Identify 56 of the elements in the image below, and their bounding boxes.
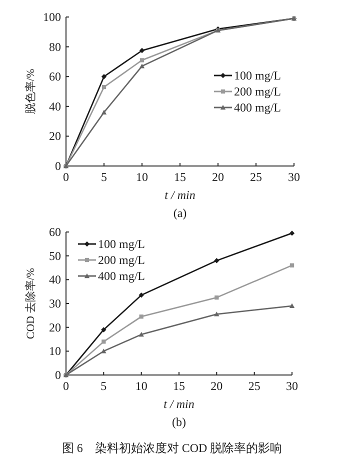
x-tick-label: 30 xyxy=(288,170,300,184)
legend-label: 400 mg/L xyxy=(234,100,281,114)
y-tick-label: 80 xyxy=(49,40,61,54)
caption: 图 6 染料初始浓度对 COD 脱除率的影响 xyxy=(62,441,282,455)
x-tick-label: 10 xyxy=(135,379,148,393)
point xyxy=(139,48,145,54)
y-tick-label: 20 xyxy=(49,320,61,334)
point xyxy=(214,258,220,264)
x-tick-label: 30 xyxy=(286,379,298,393)
x-tick-label: 5 xyxy=(100,379,107,393)
point xyxy=(102,340,106,344)
point xyxy=(139,64,145,68)
point xyxy=(289,303,295,308)
point xyxy=(290,263,294,268)
point xyxy=(289,230,295,236)
point xyxy=(101,110,107,114)
point xyxy=(101,327,106,332)
x-tick-label: 10 xyxy=(136,170,148,184)
y-tick-label: 100 xyxy=(43,10,61,24)
point xyxy=(101,74,107,80)
point xyxy=(102,84,106,90)
y-tick-label: 0 xyxy=(55,159,61,173)
legend-label: 400 mg/L xyxy=(98,269,145,283)
x-tick-label: 5 xyxy=(101,170,107,184)
point xyxy=(214,295,219,300)
x-tick-label: 15 xyxy=(173,379,185,393)
legend-label: 100 mg/L xyxy=(234,68,281,82)
x-tick-label: 25 xyxy=(250,170,262,184)
y-tick-label: 10 xyxy=(49,344,61,358)
point xyxy=(139,314,144,319)
y-tick-label: 60 xyxy=(49,225,61,239)
x-tick-label: 20 xyxy=(212,170,224,184)
y-axis-title: COD 去除率/% xyxy=(24,268,37,340)
point xyxy=(138,292,144,298)
x-tick-label: 15 xyxy=(174,170,186,184)
x-axis-title: t / min xyxy=(164,188,196,202)
point xyxy=(101,348,106,354)
point xyxy=(140,58,144,62)
text: (b) xyxy=(172,415,186,429)
y-tick-label: 40 xyxy=(49,272,61,287)
x-tick-label: 25 xyxy=(248,379,260,393)
y-tick-label: 0 xyxy=(55,368,61,382)
y-tick-label: 50 xyxy=(49,248,61,263)
y-axis-title: 脱色率/% xyxy=(24,68,37,114)
legend-label: 100 mg/L xyxy=(98,237,145,251)
y-tick-label: 60 xyxy=(49,70,61,84)
legend-label: 200 mg/L xyxy=(98,253,145,267)
x-tick-label: 20 xyxy=(210,379,223,393)
text: (a) xyxy=(173,206,187,220)
y-tick-label: 20 xyxy=(49,129,61,144)
legend-label: 200 mg/L xyxy=(234,84,281,98)
x-axis-title: t / min xyxy=(164,397,194,411)
y-tick-label: 40 xyxy=(49,99,61,114)
y-tick-label: 30 xyxy=(49,296,61,310)
point xyxy=(138,332,144,337)
point xyxy=(214,312,220,316)
